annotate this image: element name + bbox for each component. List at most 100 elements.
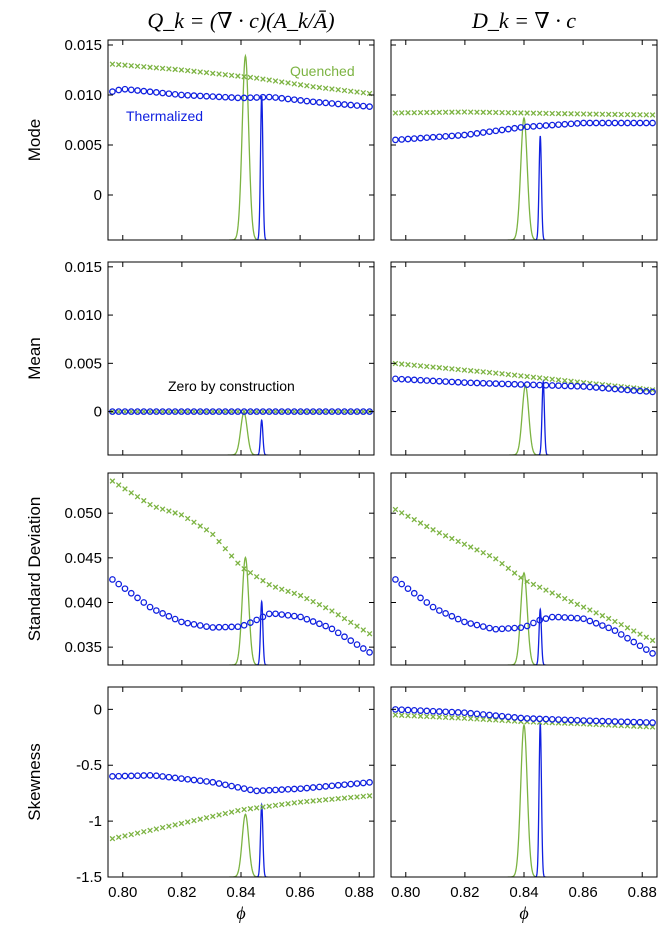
thermalized-point (586, 717, 594, 725)
thermalized-point (435, 708, 443, 715)
thermalized-point (542, 715, 550, 723)
thermalized-point (140, 87, 148, 95)
quenched-point (285, 408, 291, 415)
thermalized-point (479, 711, 487, 718)
quenched-point (241, 73, 247, 80)
thermalized-point (530, 619, 537, 627)
thermalized-point (392, 576, 399, 583)
quenched-point (493, 370, 499, 376)
quenched-point (593, 111, 599, 117)
quenched-point (297, 592, 304, 599)
quenched-point (272, 408, 279, 415)
thermalized-point (278, 611, 286, 618)
quenched-point (166, 823, 172, 829)
quenched-point (442, 109, 449, 116)
quenched-point (297, 82, 304, 88)
thermalized-point (630, 638, 638, 646)
panel-frame (107, 472, 375, 666)
quenched-point (405, 361, 411, 368)
quenched-point (392, 712, 399, 718)
quenched-point (605, 615, 612, 622)
thermalized-point (334, 629, 342, 637)
thermalized-point (611, 627, 619, 635)
thermalized-point (473, 379, 481, 387)
legend-thermalized: Thermalized (126, 108, 203, 124)
thermalized-point (573, 716, 581, 724)
thermalized-point (473, 621, 481, 629)
y-tick-label: 0.005 (64, 137, 102, 154)
quenched-point (291, 408, 298, 415)
thermalized-point (341, 408, 348, 415)
quenched-point (518, 110, 524, 116)
quenched-point (184, 408, 191, 415)
thermalized-point (617, 718, 625, 726)
quenched-point (310, 408, 316, 415)
quenched-point (128, 62, 135, 69)
thermalized-point (303, 97, 311, 105)
thermalized-point (473, 710, 481, 718)
thermalized-point (290, 785, 298, 793)
thermalized-point (234, 623, 242, 631)
quenched-point (166, 508, 172, 514)
thermalized-point (309, 618, 317, 625)
thermalized-point (398, 580, 406, 588)
quenched-point (536, 375, 543, 381)
column-title-2: D_k = ∇ · c (471, 8, 576, 33)
quenched-point (109, 61, 116, 67)
thermalized-point (265, 93, 273, 101)
quenched-point (172, 66, 178, 73)
quenched-point (115, 61, 122, 68)
quenched-point (392, 110, 399, 116)
thermalized-point (617, 631, 625, 638)
quenched-point (347, 408, 354, 415)
thermalized-point (642, 719, 650, 726)
thermalized-point (209, 778, 217, 786)
quenched-point (461, 109, 468, 115)
thermalized-point (303, 408, 311, 415)
x-axis-label: ϕ (519, 903, 528, 923)
thermalized-point (511, 624, 518, 632)
thermalized-point (649, 119, 656, 127)
thermalized-point (178, 775, 185, 782)
quenched-point (449, 535, 455, 542)
quenched-point (134, 830, 141, 836)
thermalized-point (561, 716, 569, 724)
thermalized-point (134, 594, 141, 602)
quenched-peak (507, 723, 541, 877)
thermalized-point (649, 388, 656, 396)
thermalized-point (178, 91, 185, 99)
thermalized-point (517, 124, 525, 131)
quenched-point (643, 112, 650, 118)
quenched-point (499, 109, 505, 116)
thermalized-point (429, 707, 437, 715)
quenched-point (222, 408, 229, 415)
thermalized-point (127, 589, 135, 597)
quenched-point (159, 506, 166, 512)
thermalized-point (479, 379, 487, 387)
thermalized-point (152, 772, 160, 780)
thermalized-point (605, 717, 613, 725)
quenched-point (568, 111, 574, 117)
thermalized-point (240, 94, 248, 102)
quenched-peak (229, 813, 262, 877)
quenched-point (392, 506, 399, 513)
quenched-point (134, 63, 141, 70)
quenched-point (341, 408, 348, 415)
thermalized-point (448, 708, 456, 716)
quenched-point (272, 78, 279, 84)
panel-skewness-2: 0.80 0.82 0.84 0.86 0.88 ϕ (390, 686, 658, 923)
quenched-point (197, 408, 203, 415)
quenched-point (474, 547, 480, 553)
thermalized-point (328, 100, 336, 107)
thermalized-point (353, 102, 361, 109)
thermalized-point (115, 772, 123, 780)
thermalized-point (599, 119, 606, 127)
quenched-point (297, 799, 304, 805)
thermalized-point (454, 378, 462, 386)
quenched-point (210, 70, 216, 77)
thermalized-point (486, 128, 493, 136)
thermalized-point (278, 94, 286, 102)
thermalized-point (392, 375, 399, 383)
thermalized-point (642, 119, 650, 127)
quenched-point (197, 69, 203, 75)
